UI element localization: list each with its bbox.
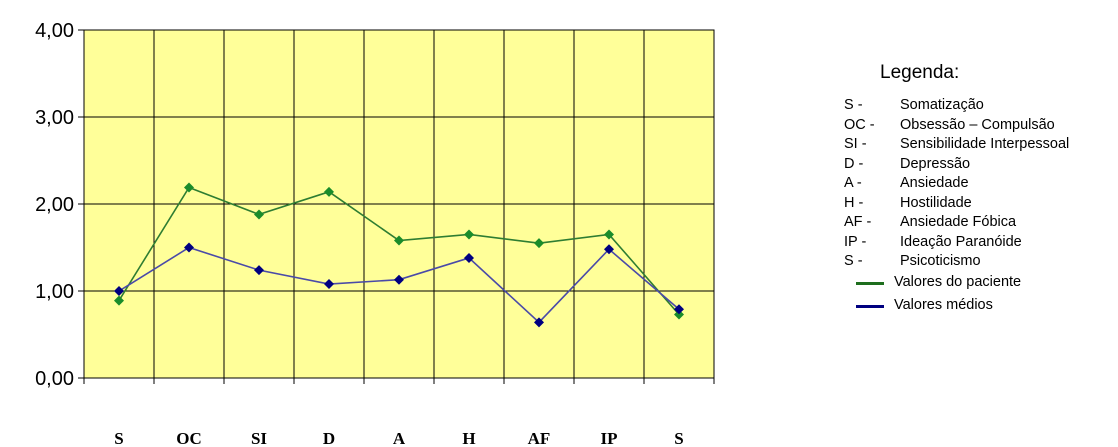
- legend-code: SI -: [844, 136, 867, 152]
- data-point: [534, 317, 544, 328]
- legend-code: S -: [844, 97, 863, 113]
- legend-items: S - Somatização OC - Obsessão – Compulsão SI…: [832, 96, 1112, 318]
- data-point: [254, 265, 264, 276]
- legend-label: Ansiedade Fóbica: [900, 214, 1017, 230]
- data-point: [324, 279, 334, 290]
- data-point: [184, 182, 194, 193]
- legend-item: OC - Obsessão – Compulsão: [832, 116, 1112, 136]
- data-point: [604, 244, 614, 255]
- x-tick-label: H: [462, 429, 475, 447]
- legend-item: IP - Ideação Paranóide: [832, 233, 1112, 253]
- data-point: [604, 229, 614, 240]
- legend-label: Sensibilidade Interpessoal: [900, 136, 1070, 152]
- legend-item: D - Depressão: [832, 155, 1112, 175]
- legend-series-label: Valores do paciente: [894, 274, 1022, 291]
- legend-item: S - Somatização: [832, 96, 1112, 116]
- line-chart: 0,00 1,00 2,00 3,00 4,00 S OC SI D A H AF IP S: [35, 20, 715, 447]
- legend-series-label: Valores médios: [894, 297, 993, 314]
- legend-item: A - Ansiedade: [832, 174, 1112, 194]
- data-point: [254, 209, 264, 220]
- legend-item: S - Psicoticismo: [832, 252, 1112, 272]
- x-tick-label: A: [393, 429, 406, 447]
- data-point: [184, 242, 194, 253]
- data-point: [464, 229, 474, 240]
- x-tick-label: OC: [176, 429, 202, 447]
- data-point: [394, 235, 404, 246]
- legend: Legenda: S - Somatização OC - Obsessão – Co…: [832, 60, 1112, 318]
- x-tick-label: S: [114, 429, 123, 447]
- legend-swatch: [856, 281, 884, 285]
- gridlines: [84, 29, 714, 379]
- data-point: [534, 238, 544, 249]
- y-tick-label: 1,00: [35, 281, 74, 303]
- x-tick-label: IP: [601, 429, 618, 447]
- legend-code: AF -: [844, 214, 872, 230]
- legend-label: Obsessão – Compulsão: [900, 116, 1055, 133]
- y-tick-labels: 0,00 1,00 2,00 3,00 4,00: [35, 20, 74, 390]
- legend-label: Somatização: [900, 97, 984, 113]
- legend-item: SI - Sensibilidade Interpessoal: [832, 135, 1112, 155]
- legend-label: Ansiedade: [900, 175, 969, 191]
- legend-code: OC -: [844, 116, 875, 133]
- x-tick-label: D: [323, 429, 335, 447]
- legend-label: Depressão: [900, 155, 971, 172]
- x-tick-label: SI: [251, 429, 267, 447]
- data-point: [114, 295, 124, 306]
- data-point: [674, 309, 684, 320]
- legend-label: Psicoticismo: [900, 253, 981, 269]
- y-tick-label: 2,00: [35, 194, 74, 216]
- data-point: [114, 286, 124, 296]
- legend-title: Legenda:: [880, 62, 960, 83]
- data-point: [324, 186, 334, 197]
- legend-code: D -: [844, 155, 864, 172]
- legend-item: AF - Ansiedade Fóbica: [832, 213, 1112, 233]
- legend-code: S -: [844, 253, 863, 269]
- x-tick-labels: S OC SI D A H AF IP S: [114, 429, 683, 447]
- x-tick-label: S: [674, 429, 683, 447]
- y-tick-label: 4,00: [35, 20, 74, 42]
- legend-series-item: Valores do paciente: [832, 272, 1112, 295]
- legend-series-item: Valores médios: [832, 295, 1112, 318]
- legend-label: Hostilidade: [900, 194, 972, 211]
- y-tick-label: 3,00: [35, 107, 74, 129]
- legend-code: A -: [844, 175, 862, 191]
- axes: [78, 29, 715, 384]
- data-point: [394, 274, 404, 285]
- data-point: [464, 252, 474, 263]
- data-point: [674, 304, 684, 315]
- legend-code: IP -: [844, 233, 867, 250]
- legend-item: H - Hostilidade: [832, 194, 1112, 214]
- legend-code: H -: [844, 194, 864, 211]
- series-group: [114, 182, 684, 328]
- legend-label: Ideação Paranóide: [900, 233, 1022, 250]
- x-tick-label: AF: [528, 429, 551, 447]
- legend-swatch: [856, 304, 884, 308]
- y-tick-label: 0,00: [35, 368, 74, 390]
